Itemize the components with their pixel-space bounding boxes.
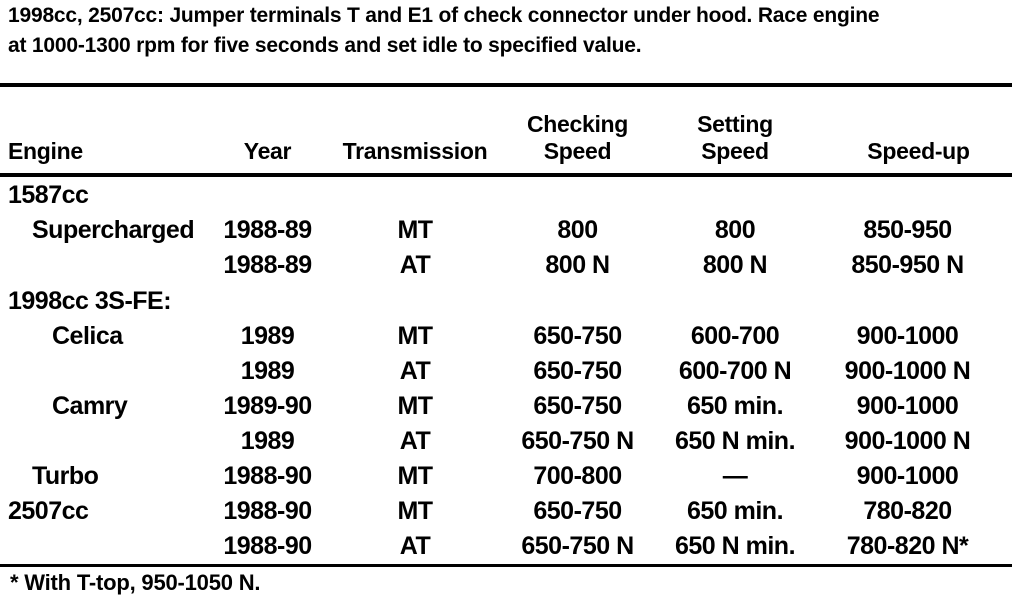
cell-speed-up: 780-820 N* — [846, 532, 969, 560]
cell-transmission — [320, 175, 510, 213]
col-header-setting-speed-line2: Speed — [701, 138, 769, 164]
cell-engine: Turbo — [32, 462, 99, 490]
cell-speed-up: 900-1000 N — [844, 427, 971, 455]
cell-engine: Supercharged — [32, 216, 195, 244]
table-row: 1988-90 AT 650-750 N 650 N min. 780-820 … — [0, 529, 1012, 566]
cell-checking-speed: 700-800 — [533, 462, 622, 490]
cell-transmission — [320, 283, 510, 319]
col-header-speed-up-label: Speed-up — [867, 138, 970, 164]
cell-speed-up — [825, 283, 1012, 319]
col-header-year-label: Year — [243, 138, 292, 164]
col-header-setting-speed-line1: Setting — [697, 111, 773, 137]
cell-speed-up: 900-1000 — [856, 392, 959, 420]
cell-checking-speed: 650-750 N — [521, 532, 634, 560]
cell-transmission: AT — [399, 427, 431, 455]
table-row: 2507cc 1988-90 MT 650-750 650 min. 780-8… — [0, 494, 1012, 529]
table-row: Camry 1989-90 MT 650-750 650 min. 900-10… — [0, 389, 1012, 424]
intro-paragraph: 1998cc, 2507cc: Jumper terminals T and E… — [8, 1, 988, 61]
cell-setting-speed: 800 — [714, 216, 756, 244]
footnote-text: * With T-top, 950-1050 N. — [10, 570, 261, 595]
cell-speed-up: 780-820 — [863, 497, 952, 525]
cell-transmission: AT — [399, 357, 431, 385]
col-header-transmission-label: Transmission — [342, 138, 488, 164]
cell-checking-speed: 650-750 — [533, 322, 622, 350]
cell-setting-speed: — — [722, 462, 748, 490]
col-header-checking-speed-line1: Checking — [526, 111, 629, 137]
col-header-checking-speed: Checking Speed — [510, 85, 645, 177]
cell-year: 1989 — [240, 322, 295, 350]
cell-engine: 1587cc — [8, 180, 89, 209]
table-row: 1989 AT 650-750 N 650 N min. 900-1000 N — [0, 424, 1012, 459]
cell-setting-speed: 600-700 N — [678, 357, 792, 385]
cell-year: 1989 — [240, 427, 295, 455]
cell-year: 1988-90 — [223, 532, 312, 560]
cell-setting-speed — [645, 283, 825, 319]
cell-engine — [0, 354, 215, 389]
col-header-year: Year — [215, 85, 320, 177]
cell-engine: 2507cc — [8, 497, 89, 525]
cell-engine: 1998cc 3S-FE: — [8, 286, 172, 315]
table-row-group-1998cc: 1998cc 3S-FE: — [0, 283, 1012, 319]
cell-checking-speed: 650-750 — [533, 357, 622, 385]
col-header-engine: Engine — [0, 85, 215, 177]
table-row: 1988-89 AT 800 N 800 N 850-950 N — [0, 248, 1012, 283]
col-header-checking-speed-line2: Speed — [543, 138, 612, 164]
cell-speed-up: 900-1000 — [856, 462, 959, 490]
cell-transmission: AT — [399, 532, 431, 560]
cell-speed-up: 850-950 N — [851, 251, 964, 279]
cell-setting-speed: 650 N min. — [674, 532, 796, 560]
table-row: Turbo 1988-90 MT 700-800 — 900-1000 — [0, 459, 1012, 494]
cell-speed-up: 900-1000 — [856, 322, 959, 350]
cell-year — [215, 283, 320, 319]
cell-setting-speed: 600-700 — [690, 322, 780, 350]
cell-year: 1988-89 — [223, 251, 312, 279]
col-header-speed-up: Speed-up — [825, 85, 1012, 177]
cell-year: 1988-90 — [223, 462, 312, 490]
cell-checking-speed — [510, 175, 645, 213]
cell-year: 1989 — [240, 357, 295, 385]
table-row: Supercharged 1988-89 MT 800 800 850-950 — [0, 213, 1012, 248]
cell-setting-speed: 650 min. — [686, 392, 784, 420]
cell-transmission: MT — [397, 462, 433, 490]
cell-speed-up: 850-950 — [863, 216, 952, 244]
cell-checking-speed: 800 N — [545, 251, 610, 279]
header-row: Engine Year Transmission Checking Speed … — [0, 85, 1012, 177]
cell-speed-up — [825, 175, 1012, 213]
table-row-group-1587cc: 1587cc — [0, 175, 1012, 213]
cell-transmission: AT — [399, 251, 431, 279]
cell-transmission: MT — [397, 392, 433, 420]
cell-year: 1988-89 — [223, 216, 312, 244]
cell-speed-up: 900-1000 N — [844, 357, 971, 385]
cell-year — [215, 175, 320, 213]
cell-engine — [0, 529, 215, 566]
cell-checking-speed: 650-750 N — [521, 427, 634, 455]
cell-engine — [0, 248, 215, 283]
cell-setting-speed — [645, 175, 825, 213]
cell-transmission: MT — [397, 497, 433, 525]
cell-setting-speed: 650 min. — [686, 497, 784, 525]
idle-speed-spec-table: Engine Year Transmission Checking Speed … — [0, 83, 1012, 567]
cell-engine: Celica — [52, 322, 123, 350]
cell-year: 1988-90 — [223, 497, 312, 525]
cell-engine: Camry — [52, 392, 128, 420]
cell-engine — [0, 424, 215, 459]
cell-checking-speed: 650-750 — [533, 392, 622, 420]
col-header-setting-speed: Setting Speed — [645, 85, 825, 177]
table-row: 1989 AT 650-750 600-700 N 900-1000 N — [0, 354, 1012, 389]
cell-setting-speed: 650 N min. — [674, 427, 796, 455]
cell-checking-speed: 800 — [557, 216, 598, 244]
cell-checking-speed: 650-750 — [533, 497, 622, 525]
intro-line-1: 1998cc, 2507cc: Jumper terminals T and E… — [8, 4, 880, 27]
cell-transmission: MT — [397, 322, 433, 350]
intro-line-2: at 1000-1300 rpm for five seconds and se… — [8, 34, 642, 57]
col-header-transmission: Transmission — [320, 85, 510, 177]
cell-year: 1989-90 — [223, 392, 312, 420]
col-header-engine-label: Engine — [8, 138, 83, 164]
table-row: Celica 1989 MT 650-750 600-700 900-1000 — [0, 319, 1012, 354]
cell-setting-speed: 800 N — [702, 251, 768, 279]
cell-checking-speed — [510, 283, 645, 319]
cell-transmission: MT — [397, 216, 433, 244]
